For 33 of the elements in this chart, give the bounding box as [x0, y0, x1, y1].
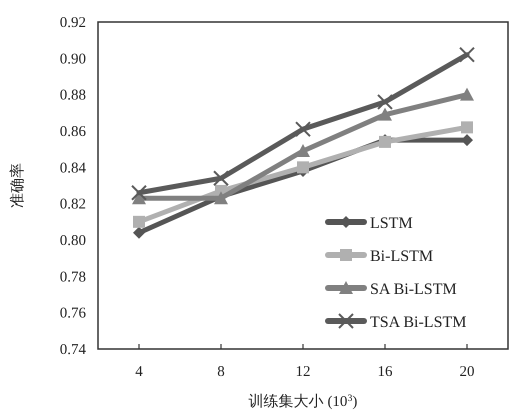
y-tick-label: 0.74	[60, 342, 86, 358]
point	[459, 46, 475, 63]
legend-label: TSA Bi-LSTM	[370, 314, 466, 331]
y-tick-label: 0.88	[60, 88, 86, 104]
point	[133, 216, 145, 228]
x-tick-label: 4	[135, 364, 144, 380]
point	[295, 121, 311, 138]
y-tick-label: 0.84	[60, 160, 86, 176]
legend-label: SA Bi-LSTM	[370, 281, 457, 298]
x-axis-title: 训练集大小 (10$^{3}$)	[248, 392, 358, 410]
y-tick-label: 0.76	[60, 306, 86, 322]
x-tick-label: 20	[460, 364, 474, 380]
y-tick-label: 0.80	[60, 233, 86, 249]
legend-label: LSTM	[370, 215, 413, 232]
point	[377, 94, 393, 110]
point	[213, 170, 229, 186]
y-tick-label: 0.82	[60, 196, 86, 213]
y-tick-label: 0.78	[60, 269, 86, 286]
y-tick-label: 0.90	[60, 51, 86, 68]
point	[378, 108, 392, 121]
point	[296, 144, 310, 157]
legend-label: Bi-LSTM	[370, 248, 434, 265]
x-tick-label: 16	[378, 364, 393, 380]
point	[131, 184, 147, 201]
x-tick-label: 8	[217, 364, 225, 380]
y-tick-label: 0.92	[60, 15, 86, 31]
point	[460, 88, 474, 101]
point	[461, 121, 473, 134]
point	[297, 161, 309, 174]
y-tick-label: 0.86	[60, 124, 86, 140]
x-tick-label: 12	[296, 364, 310, 380]
y-axis-title: 准确率	[9, 163, 26, 208]
point	[133, 226, 145, 239]
